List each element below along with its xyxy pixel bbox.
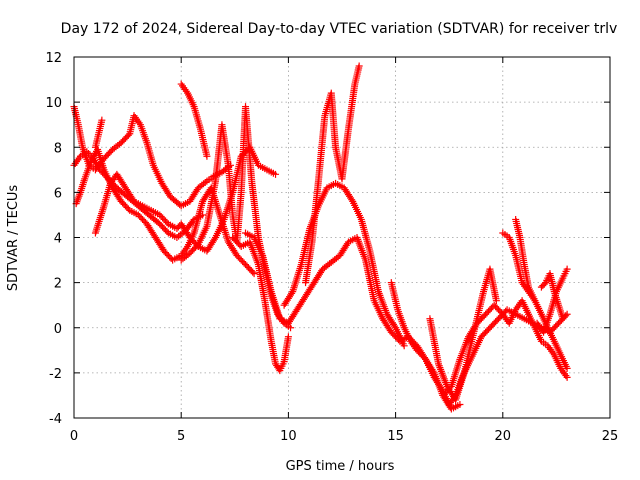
series-marker-path — [426, 265, 500, 404]
y-tick-label: -2 — [49, 367, 62, 382]
x-axis-label: GPS time / hours — [286, 459, 395, 474]
y-tick-label: -4 — [49, 412, 62, 427]
series-marker-path — [177, 80, 211, 160]
y-tick-label: 12 — [45, 51, 62, 66]
x-tick-label: 25 — [602, 429, 619, 444]
data-marks — [70, 62, 571, 413]
x-tick-label: 10 — [280, 429, 297, 444]
series-8 — [229, 234, 292, 375]
series-marker-path — [229, 234, 292, 375]
y-tick-label: 10 — [45, 96, 62, 111]
series-5 — [177, 80, 211, 160]
series-6 — [91, 116, 106, 151]
y-tick-label: 8 — [54, 141, 62, 156]
x-axis-ticks: 0 5 10 15 20 25 — [70, 57, 618, 444]
y-tick-label: 0 — [54, 322, 62, 337]
series-marker-path — [91, 116, 106, 151]
x-tick-label: 5 — [177, 429, 185, 444]
y-axis-ticks: -4 -2 0 2 4 6 8 10 12 — [45, 51, 610, 427]
x-tick-label: 20 — [495, 429, 512, 444]
series-16 — [512, 215, 539, 305]
series-marker-path — [72, 146, 258, 278]
series-18 — [533, 265, 571, 336]
x-tick-label: 0 — [70, 429, 78, 444]
series-marker-path — [302, 62, 363, 287]
x-tick-label: 15 — [387, 429, 404, 444]
y-tick-label: 6 — [54, 186, 62, 201]
series-marker-path — [533, 265, 571, 336]
series-14 — [426, 265, 500, 404]
series-marker-path — [512, 215, 539, 305]
series-3 — [72, 146, 258, 278]
y-tick-label: 4 — [54, 232, 62, 247]
series-11 — [302, 62, 363, 287]
y-axis-label: SDTVAR / TECUs — [6, 185, 21, 292]
y-tick-label: 2 — [54, 277, 62, 292]
chart-title: Day 172 of 2024, Sidereal Day-to-day VTE… — [61, 21, 618, 37]
